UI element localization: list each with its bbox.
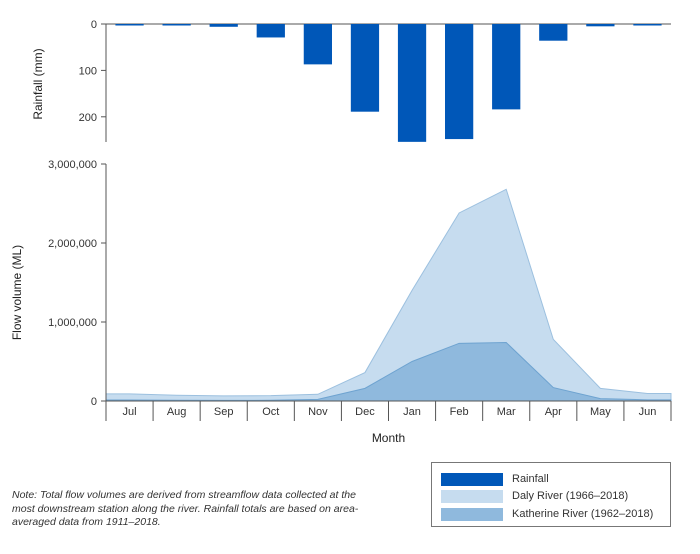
rainfall-bar-oct — [256, 24, 285, 38]
x-tick-label-nov: Nov — [308, 406, 328, 418]
legend-item-katherine: Katherine River (1962–2018) — [441, 507, 653, 521]
legend-swatch-daly — [441, 489, 503, 503]
x-tick-label-sep: Sep — [214, 406, 234, 418]
x-tick-label-feb: Feb — [450, 406, 469, 418]
rainfall-bar-apr — [539, 24, 568, 41]
x-tick-label-oct: Oct — [262, 406, 279, 418]
rainfall-bar-nov — [303, 24, 332, 65]
rainfall-bar-dec — [350, 24, 380, 112]
x-tick-label-jun: Jun — [639, 406, 657, 418]
rainfall-bar-jun — [633, 24, 662, 26]
legend-item-daly: Daly River (1966–2018) — [441, 489, 628, 503]
rainfall-bar-may — [586, 24, 615, 27]
x-tick-label-may: May — [590, 406, 611, 418]
legend-swatch-rainfall — [441, 472, 503, 486]
rainfall-bar-feb — [445, 24, 474, 140]
flow-y-axis-label: Flow volume (ML) — [10, 245, 24, 340]
rainfall-bar-aug — [162, 24, 191, 26]
flow-y-tick-label: 0 — [91, 396, 97, 408]
rainfall-bar-mar — [492, 24, 521, 110]
rainfall-bar-jul — [115, 24, 144, 26]
chart-note: Note: Total flow volumes are derived fro… — [12, 489, 359, 528]
rainfall-y-axis-label: Rainfall (mm) — [31, 48, 45, 119]
rainfall-y-tick-label: 0 — [91, 19, 97, 31]
x-tick-label-mar: Mar — [497, 406, 516, 418]
legend-item-rainfall: Rainfall — [441, 472, 549, 486]
legend-swatch-katherine — [441, 507, 503, 521]
rainfall-y-tick-label: 100 — [79, 65, 97, 77]
x-tick-label-apr: Apr — [545, 406, 562, 418]
legend-label-katherine: Katherine River (1962–2018) — [512, 508, 654, 520]
chart-legend: Rainfall Daly River (1966–2018) Katherin… — [431, 462, 671, 527]
flow-y-tick-label: 1,000,000 — [48, 317, 97, 329]
x-tick-label-jul: Jul — [123, 406, 137, 418]
legend-label-rainfall: Rainfall — [512, 473, 549, 485]
rainfall-bar-sep — [209, 24, 238, 27]
katherine-river-area — [105, 342, 672, 402]
x-tick-label-aug: Aug — [167, 406, 187, 418]
rainfall-bar-jan — [397, 24, 427, 142]
x-tick-label-jan: Jan — [403, 406, 421, 418]
daly-river-area — [105, 188, 672, 402]
flow-y-tick-label: 2,000,000 — [48, 238, 97, 250]
legend-label-daly: Daly River (1966–2018) — [512, 490, 629, 502]
rainfall-y-tick-label: 200 — [79, 112, 97, 124]
x-axis-label: Month — [372, 431, 405, 445]
x-tick-label-dec: Dec — [355, 406, 375, 418]
flow-y-tick-label: 3,000,000 — [48, 159, 97, 171]
